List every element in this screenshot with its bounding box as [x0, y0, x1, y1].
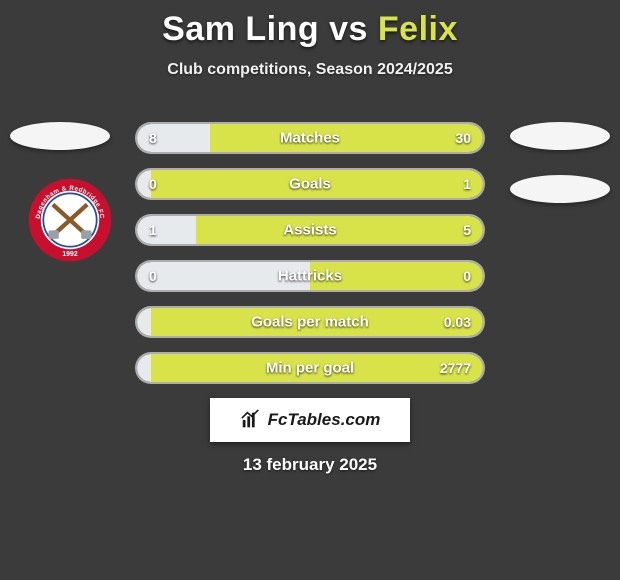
- stat-label: Hattricks: [137, 268, 483, 285]
- vs-word: vs: [329, 10, 368, 48]
- comparison-title: Sam Ling vs Felix: [0, 0, 620, 49]
- stat-label: Goals per match: [137, 314, 483, 331]
- player1-club-badge: Dagenham & Redbridge FC 1992: [27, 177, 113, 263]
- snapshot-date: 13 february 2025: [0, 455, 620, 475]
- subtitle: Club competitions, Season 2024/2025: [0, 61, 620, 79]
- stat-row: 15Assists: [135, 214, 485, 246]
- player2-club-badge-placeholder: [510, 175, 610, 203]
- source-site: FcTables.com: [268, 410, 381, 430]
- stat-label: Min per goal: [137, 360, 483, 377]
- club-year: 1992: [62, 251, 77, 258]
- stat-label: Goals: [137, 176, 483, 193]
- stat-label: Matches: [137, 130, 483, 147]
- stat-row: 01Goals: [135, 168, 485, 200]
- player1-name: Sam Ling: [162, 10, 319, 48]
- stat-row: 2777Min per goal: [135, 352, 485, 384]
- stat-label: Assists: [137, 222, 483, 239]
- source-badge: FcTables.com: [210, 398, 410, 442]
- stats-container: 830Matches 01Goals 15Assists 00Hattricks 0.0…: [135, 122, 485, 398]
- player1-badge-placeholder: [10, 122, 110, 150]
- player2-badge-placeholder: [510, 122, 610, 150]
- player2-name: Felix: [378, 10, 458, 48]
- stat-row: 00Hattricks: [135, 260, 485, 292]
- stat-row: 830Matches: [135, 122, 485, 154]
- chart-icon: [240, 409, 262, 431]
- stat-row: 0.03Goals per match: [135, 306, 485, 338]
